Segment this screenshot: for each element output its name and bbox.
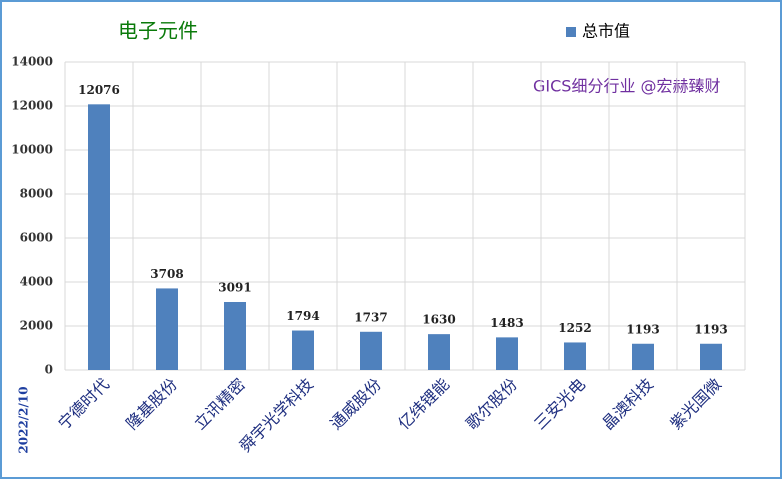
y-tick-label: 10000 [11, 143, 53, 157]
bar [156, 288, 178, 370]
y-tick-label: 8000 [20, 187, 53, 201]
annotation: GICS细分行业 @宏赫臻财 [533, 77, 721, 96]
chart-title: 电子元件 [118, 19, 198, 43]
value-label: 3091 [218, 280, 251, 294]
bar [88, 104, 110, 370]
value-label: 12076 [78, 83, 120, 97]
y-tick-label: 2000 [20, 319, 53, 333]
bar [292, 330, 314, 370]
bar [224, 301, 246, 370]
value-label: 1794 [286, 309, 319, 323]
legend-label: 总市值 [582, 22, 630, 41]
y-tick-label: 14000 [11, 55, 53, 69]
y-tick-label: 12000 [11, 99, 53, 113]
value-label: 3708 [150, 267, 183, 281]
bar [428, 334, 450, 370]
bar [564, 342, 586, 370]
value-label: 1630 [422, 313, 455, 327]
value-label: 1252 [558, 321, 591, 335]
bar [632, 343, 654, 370]
date-label: 2022/2/10 [17, 386, 31, 453]
value-label: 1193 [694, 322, 727, 336]
value-label: 1483 [490, 316, 523, 330]
y-tick-label: 6000 [20, 231, 53, 245]
y-tick-label: 4000 [20, 275, 53, 289]
legend-swatch [566, 27, 576, 37]
value-label: 1193 [626, 322, 659, 336]
bar [700, 343, 722, 370]
bar [360, 331, 382, 370]
y-tick-label: 0 [45, 363, 53, 377]
bar [496, 337, 518, 370]
value-label: 1737 [354, 310, 387, 324]
